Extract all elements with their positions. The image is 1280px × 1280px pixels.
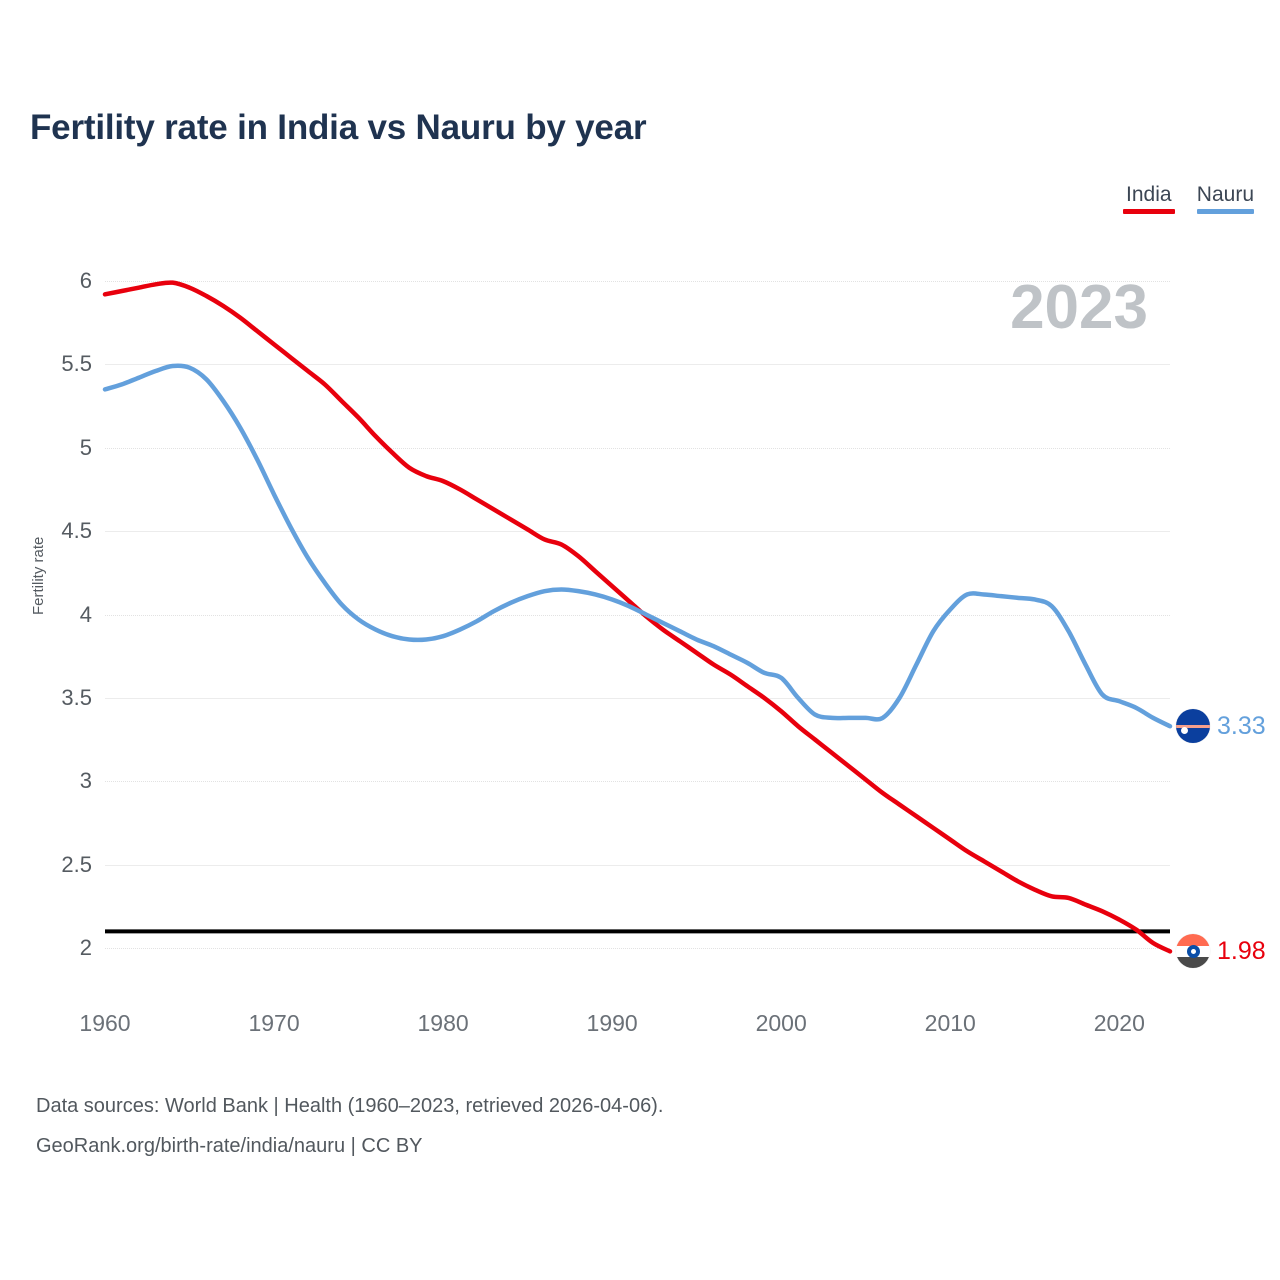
legend-item-nauru[interactable]: Nauru (1196, 183, 1254, 214)
legend-swatch-nauru (1196, 209, 1254, 214)
legend: India Nauru (1122, 183, 1254, 214)
series-lines (102, 280, 1173, 954)
x-tick-label: 1990 (586, 1010, 638, 1036)
x-tick-label: 2010 (924, 1010, 976, 1036)
nauru-endpoint: 3.33 (1176, 709, 1266, 744)
legend-swatch-india (1122, 209, 1175, 214)
y-tick-label: 4 (79, 601, 92, 627)
x-tick-label: 2000 (755, 1010, 807, 1036)
page-title: Fertility rate in India vs Nauru by year (30, 108, 647, 147)
footer-line-2: GeoRank.org/birth-rate/india/nauru | CC … (36, 1135, 423, 1157)
gridline (105, 364, 1170, 366)
x-tick-label: 2020 (1093, 1010, 1145, 1036)
year-badge: 2023 (1010, 273, 1148, 342)
series-line-india (102, 280, 1173, 954)
legend-label-nauru: Nauru (1196, 183, 1254, 206)
gridline (105, 531, 1170, 533)
gridline (105, 447, 1170, 449)
india-endpoint-value: 1.98 (1217, 936, 1266, 965)
y-tick-label: 4.5 (61, 518, 92, 544)
series-line-nauru (102, 363, 1173, 729)
india-endpoint: 1.98 (1176, 934, 1266, 969)
x-tick-label: 1970 (248, 1010, 300, 1036)
gridline (105, 781, 1170, 783)
y-tick-label: 6 (79, 268, 92, 293)
india-flag-icon (1176, 934, 1210, 969)
gridline (105, 614, 1170, 616)
legend-label-india: India (1126, 183, 1172, 206)
footer-line-1: Data sources: World Bank | Health (1960–… (36, 1095, 664, 1117)
legend-item-india[interactable]: India (1122, 183, 1175, 214)
y-tick-label: 5.5 (61, 351, 92, 377)
footer: Data sources: World Bank | Health (1960–… (36, 1086, 663, 1166)
gridline (105, 864, 1170, 866)
nauru-endpoint-value: 3.33 (1217, 711, 1266, 740)
x-tick-label: 1960 (79, 1010, 131, 1036)
y-tick-label: 2 (79, 935, 92, 960)
y-tick-label: 2.5 (61, 851, 92, 877)
y-tick-label: 3.5 (61, 684, 92, 710)
gridline (105, 281, 1170, 282)
nauru-flag-icon (1176, 709, 1210, 744)
x-tick-label: 1980 (417, 1010, 469, 1036)
gridline (105, 697, 1170, 699)
y-tick-label: 5 (79, 434, 92, 460)
gridline (105, 948, 1170, 949)
y-tick-label: 3 (79, 768, 92, 794)
y-axis-title: Fertility rate (30, 536, 47, 615)
plot-area (102, 280, 1173, 954)
